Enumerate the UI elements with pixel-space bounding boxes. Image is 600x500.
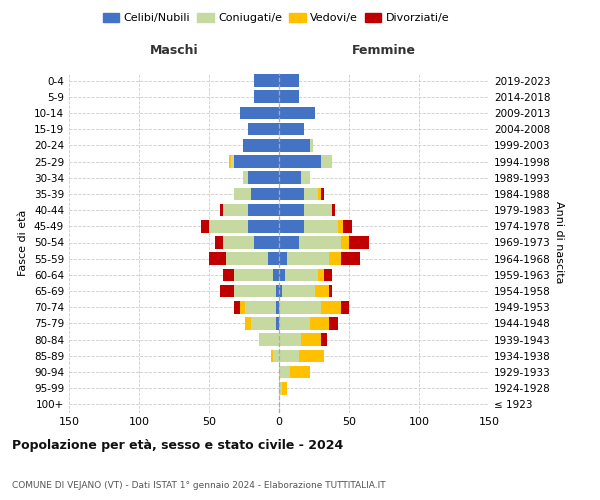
Text: Femmine: Femmine xyxy=(352,44,416,57)
Bar xyxy=(279,220,304,232)
Bar xyxy=(279,334,301,346)
Bar xyxy=(209,220,248,232)
Bar xyxy=(229,155,232,168)
Bar xyxy=(329,252,341,265)
Bar xyxy=(318,188,321,200)
Bar xyxy=(223,268,234,281)
Legend: Celibi/Nubili, Coniugati/e, Vedovi/e, Divorziati/e: Celibi/Nubili, Coniugati/e, Vedovi/e, Di… xyxy=(98,8,454,28)
Bar xyxy=(310,317,329,330)
Bar xyxy=(279,204,304,216)
Y-axis label: Anni di nascita: Anni di nascita xyxy=(554,201,565,283)
Bar xyxy=(299,236,341,249)
Bar xyxy=(316,285,329,298)
Bar xyxy=(279,268,284,281)
Bar xyxy=(234,285,276,298)
Bar xyxy=(245,301,276,314)
Text: COMUNE DI VEJANO (VT) - Dati ISTAT 1° gennaio 2024 - Elaborazione TUTTITALIA.IT: COMUNE DI VEJANO (VT) - Dati ISTAT 1° ge… xyxy=(12,481,386,490)
Bar xyxy=(279,350,299,362)
Bar xyxy=(245,317,251,330)
Bar xyxy=(279,123,304,136)
Bar xyxy=(234,268,274,281)
Bar xyxy=(242,139,279,151)
Bar xyxy=(279,188,304,200)
Bar xyxy=(274,268,279,281)
Text: Maschi: Maschi xyxy=(149,44,199,57)
Bar xyxy=(301,172,310,184)
Bar xyxy=(279,236,299,249)
Text: Popolazione per età, sesso e stato civile - 2024: Popolazione per età, sesso e stato civil… xyxy=(12,440,343,452)
Bar xyxy=(223,204,248,216)
Bar xyxy=(284,268,318,281)
Bar xyxy=(248,220,279,232)
Bar xyxy=(254,74,279,87)
Bar xyxy=(248,204,279,216)
Bar xyxy=(271,350,274,362)
Bar xyxy=(279,172,301,184)
Bar xyxy=(304,220,338,232)
Bar xyxy=(248,123,279,136)
Bar xyxy=(279,155,321,168)
Bar xyxy=(329,285,332,298)
Bar xyxy=(279,382,282,394)
Bar xyxy=(341,236,349,249)
Bar xyxy=(321,155,332,168)
Bar xyxy=(220,285,234,298)
Bar xyxy=(215,236,223,249)
Bar xyxy=(310,139,313,151)
Bar xyxy=(324,268,332,281)
Bar xyxy=(290,366,310,378)
Bar xyxy=(223,236,254,249)
Bar xyxy=(282,382,287,394)
Bar xyxy=(276,285,279,298)
Bar xyxy=(332,204,335,216)
Bar xyxy=(279,106,316,120)
Bar xyxy=(287,252,329,265)
Bar xyxy=(259,334,279,346)
Bar xyxy=(279,90,299,103)
Bar xyxy=(299,350,324,362)
Bar xyxy=(276,317,279,330)
Bar xyxy=(276,301,279,314)
Bar xyxy=(341,301,349,314)
Bar xyxy=(338,220,343,232)
Bar xyxy=(220,204,223,216)
Bar xyxy=(234,188,251,200)
Bar xyxy=(226,252,268,265)
Bar xyxy=(248,172,279,184)
Bar xyxy=(329,317,338,330)
Bar xyxy=(304,204,332,216)
Bar xyxy=(200,220,209,232)
Y-axis label: Fasce di età: Fasce di età xyxy=(19,210,28,276)
Bar xyxy=(274,350,279,362)
Bar xyxy=(282,285,316,298)
Bar xyxy=(321,188,324,200)
Bar xyxy=(279,139,310,151)
Bar xyxy=(341,252,360,265)
Bar xyxy=(304,188,318,200)
Bar xyxy=(254,236,279,249)
Bar xyxy=(251,317,276,330)
Bar xyxy=(254,90,279,103)
Bar xyxy=(234,301,240,314)
Bar xyxy=(318,268,324,281)
Bar xyxy=(234,155,279,168)
Bar xyxy=(251,188,279,200)
Bar xyxy=(268,252,279,265)
Bar xyxy=(242,172,248,184)
Bar xyxy=(209,252,226,265)
Bar xyxy=(349,236,368,249)
Bar xyxy=(321,301,341,314)
Bar xyxy=(343,220,352,232)
Bar xyxy=(279,285,282,298)
Bar xyxy=(321,334,326,346)
Bar xyxy=(279,252,287,265)
Bar xyxy=(279,366,290,378)
Bar xyxy=(301,334,321,346)
Bar xyxy=(279,317,310,330)
Bar xyxy=(279,301,321,314)
Bar xyxy=(279,74,299,87)
Bar xyxy=(232,155,234,168)
Bar xyxy=(240,301,245,314)
Bar xyxy=(240,106,279,120)
